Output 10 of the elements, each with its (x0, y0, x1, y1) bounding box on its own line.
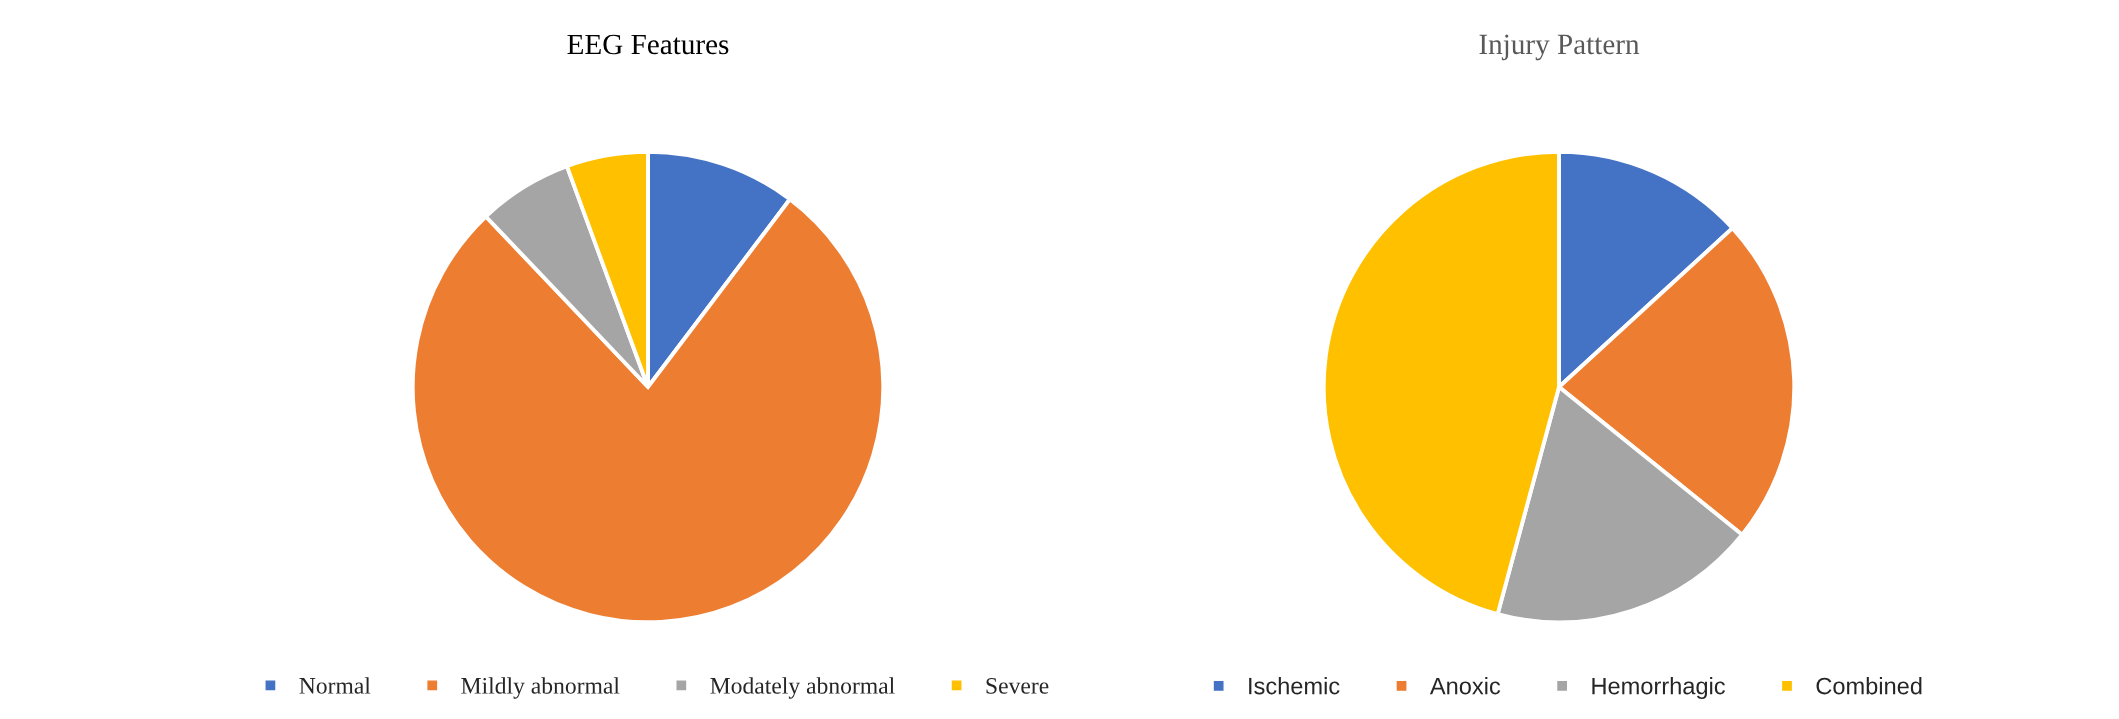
legend-label: Normal (299, 677, 371, 694)
legend-label: Mildly abnormal (461, 677, 620, 699)
legend-label: Severe (986, 677, 1049, 694)
legend-label: Anoxic (1429, 677, 1501, 695)
chart-title: Injury Pattern (1479, 34, 1640, 61)
legend-label: Modately abnormal (710, 677, 895, 699)
legend-label: Hemorrhagic (1592, 677, 1725, 700)
chart-title: EEG Features (567, 34, 729, 55)
legend-label: Ischemic (1249, 677, 1340, 695)
legend-label: Combined (1816, 677, 1922, 695)
